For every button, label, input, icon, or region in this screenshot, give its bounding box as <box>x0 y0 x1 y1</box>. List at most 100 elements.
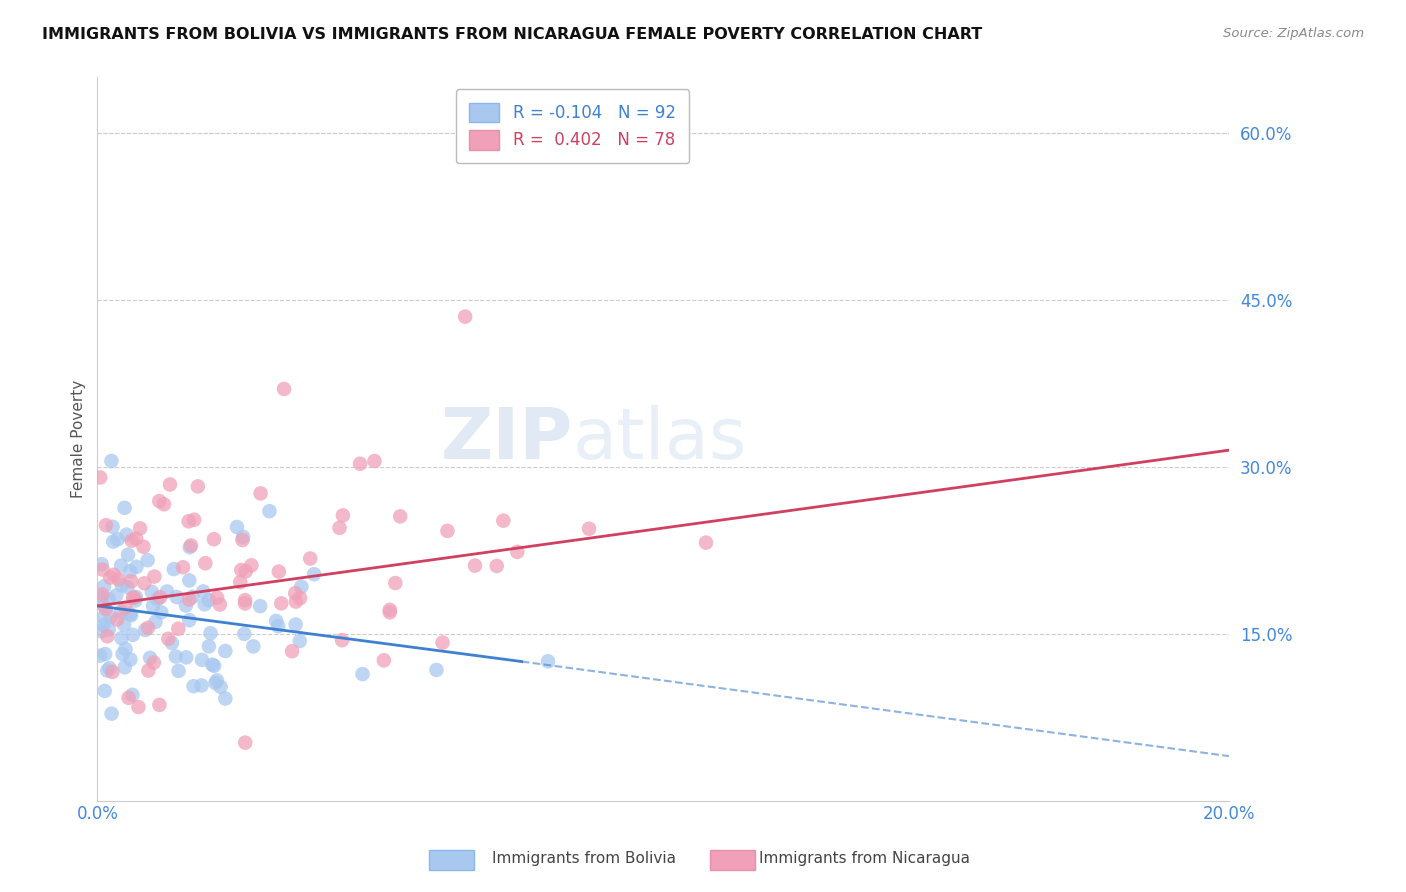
Point <box>93 610 115 624</box>
Point <box>101 665 124 679</box>
Point <box>125 532 148 546</box>
Point <box>117 580 139 594</box>
Point <box>174 650 197 665</box>
Point <box>194 556 217 570</box>
Point <box>165 649 187 664</box>
Point <box>142 599 165 614</box>
Point <box>198 593 221 607</box>
Point <box>191 653 214 667</box>
Point <box>205 591 228 605</box>
Point <box>91 587 114 601</box>
Point <box>111 647 134 661</box>
Point <box>98 570 121 584</box>
Point <box>91 562 114 576</box>
Point <box>163 562 186 576</box>
Point <box>235 564 257 578</box>
Point <box>96 629 118 643</box>
Point <box>107 573 129 587</box>
Point <box>174 599 197 613</box>
Point <box>198 640 221 654</box>
Point <box>172 560 194 574</box>
Point <box>94 647 117 661</box>
Point <box>183 513 205 527</box>
Point <box>120 574 142 589</box>
Point <box>132 540 155 554</box>
Point <box>125 590 148 604</box>
Point <box>214 691 236 706</box>
Text: atlas: atlas <box>572 405 747 474</box>
Point <box>179 574 201 588</box>
Point <box>181 590 204 604</box>
Point <box>537 654 560 668</box>
Point <box>209 680 232 694</box>
Point <box>153 497 176 511</box>
Point <box>299 551 322 566</box>
Point <box>129 521 152 535</box>
Point <box>89 648 111 663</box>
Point <box>159 477 181 491</box>
Point <box>454 310 477 324</box>
Point <box>91 591 114 605</box>
Point <box>231 533 253 547</box>
Point <box>160 636 183 650</box>
Point <box>142 656 165 670</box>
Point <box>138 664 160 678</box>
Point <box>148 494 170 508</box>
Point <box>121 533 143 548</box>
Point <box>93 599 115 613</box>
Point <box>233 593 256 607</box>
Point <box>284 586 307 600</box>
Point <box>201 657 224 672</box>
Point <box>114 642 136 657</box>
Point <box>120 608 142 623</box>
Point <box>179 613 201 627</box>
Point <box>432 635 454 649</box>
Point <box>117 548 139 562</box>
Point <box>229 575 252 590</box>
Point <box>233 597 256 611</box>
Point <box>120 652 142 666</box>
Point <box>94 602 117 616</box>
Point <box>100 610 122 624</box>
Point <box>267 619 290 633</box>
Point <box>93 684 115 698</box>
Point <box>143 569 166 583</box>
Point <box>150 605 173 619</box>
Point <box>134 576 156 591</box>
Point <box>231 563 253 577</box>
Point <box>149 591 172 605</box>
Point <box>97 623 120 637</box>
Point <box>120 607 142 621</box>
Point <box>578 522 600 536</box>
Point <box>187 479 209 493</box>
Point <box>101 520 124 534</box>
Point <box>141 584 163 599</box>
Point <box>136 621 159 635</box>
Point <box>157 632 180 646</box>
Point <box>114 601 136 615</box>
Point <box>183 679 205 693</box>
Point <box>100 706 122 721</box>
Point <box>389 509 412 524</box>
Point <box>120 564 142 578</box>
Point <box>121 688 143 702</box>
Point <box>202 532 225 546</box>
Point <box>233 627 256 641</box>
Point <box>90 624 112 639</box>
Point <box>96 664 118 678</box>
Text: IMMIGRANTS FROM BOLIVIA VS IMMIGRANTS FROM NICARAGUA FEMALE POVERTY CORRELATION : IMMIGRANTS FROM BOLIVIA VS IMMIGRANTS FR… <box>42 27 983 42</box>
Point <box>290 580 312 594</box>
Point <box>695 535 717 549</box>
Point <box>110 605 132 619</box>
Point <box>242 640 264 654</box>
Point <box>89 470 111 484</box>
Point <box>90 558 112 572</box>
Legend: R = -0.104   N = 92, R =  0.402   N = 78: R = -0.104 N = 92, R = 0.402 N = 78 <box>456 89 689 163</box>
Point <box>103 534 125 549</box>
Point <box>332 508 354 523</box>
Point <box>240 558 263 573</box>
Point <box>179 592 201 607</box>
Point <box>114 660 136 674</box>
Point <box>249 599 271 614</box>
Point <box>180 538 202 552</box>
